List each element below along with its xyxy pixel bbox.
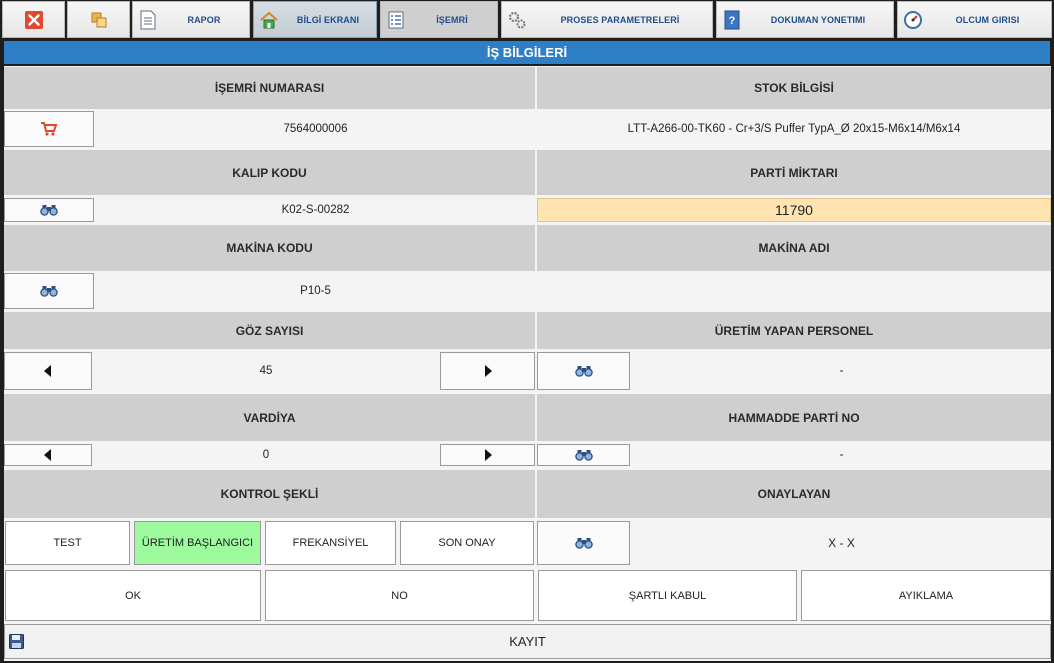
work-order-label: İŞEMRİ [436,14,468,25]
machine-name-value [537,273,1051,309]
mold-search-button[interactable] [4,198,94,222]
mold-code-value: K02-S-00282 [96,198,535,222]
machine-code-header: MAKİNA KODU [4,225,535,271]
binoculars-icon [574,450,593,461]
approver-value: X - X [632,521,1051,565]
cavity-increase-button[interactable] [440,352,535,390]
machine-name-header: MAKİNA ADI [537,225,1051,271]
cart-button[interactable] [4,111,94,147]
measurement-entry-label: OLCUM GIRISI [955,14,1020,25]
info-screen-button[interactable]: BİLGİ EKRANI [253,1,377,38]
control-option-test[interactable]: TEST [5,521,130,565]
conditional-accept-button[interactable]: ŞARTLI KABUL [538,570,797,621]
triangle-left-icon [44,365,51,377]
control-option-production-start[interactable]: ÜRETİM BAŞLANGICI [134,521,261,565]
work-order-button[interactable]: İŞEMRİ [380,1,498,38]
home-icon [258,9,280,31]
operator-search-button[interactable] [537,352,630,390]
report-label: RAPOR [187,14,221,25]
operator-header: ÜRETİM YAPAN PERSONEL [537,312,1051,349]
report-button[interactable]: RAPOR [132,1,250,38]
shift-decrease-button[interactable] [4,444,92,466]
save-label: KAYIT [509,634,546,649]
operator-value: - [632,352,1051,390]
machine-code-value: P10-5 [96,273,535,309]
work-order-no-value: 7564000006 [96,111,535,147]
triangle-right-icon [484,449,492,461]
list-icon [385,9,407,31]
shift-header: VARDİYA [4,394,535,441]
page-title: İŞ BİLGİLERİ [4,41,1050,64]
gears-icon [506,9,528,31]
control-type-header: KONTROL ŞEKLİ [4,470,535,518]
sorting-button[interactable]: AYIKLAMA [801,570,1051,621]
process-params-label: PROSES PARAMETRELERİ [560,14,680,25]
cavity-count-header: GÖZ SAYISI [4,312,535,349]
control-option-frequency[interactable]: FREKANSİYEL [265,521,396,565]
mold-code-header: KALIP KODU [4,150,535,195]
cart-icon [41,122,58,136]
triangle-right-icon [484,365,492,377]
control-option-final-approval[interactable]: SON ONAY [400,521,534,565]
close-icon [24,10,43,29]
raw-batch-no-header: HAMMADDE PARTİ NO [537,394,1051,441]
process-params-button[interactable]: PROSES PARAMETRELERİ [501,1,713,38]
binoculars-icon [40,205,58,216]
svg-text:?: ? [729,15,736,27]
help-document-icon: ? [721,9,743,31]
cavity-decrease-button[interactable] [4,352,92,390]
stock-info-value: LTT-A266-00-TK60 - Cr+3/S Puffer TypA_Ø … [537,111,1051,147]
approver-header: ONAYLAYAN [537,470,1051,518]
save-icon [9,634,24,652]
work-order-no-header: İŞEMRİ NUMARASI [4,67,535,109]
raw-batch-search-button[interactable] [537,444,630,466]
close-button[interactable] [2,1,65,38]
doc-management-label: DOKUMAN YONETIMI [770,14,866,25]
doc-management-button[interactable]: ? DOKUMAN YONETIMI [716,1,894,38]
ok-button[interactable]: OK [5,570,261,621]
binoculars-icon [40,286,58,297]
shift-value: 0 [94,444,438,466]
binoculars-icon [574,538,593,549]
copy-button[interactable] [67,1,130,38]
shift-increase-button[interactable] [440,444,535,466]
machine-search-button[interactable] [4,273,94,309]
triangle-left-icon [44,449,51,461]
no-button[interactable]: NO [265,570,534,621]
batch-qty-input[interactable]: 11790 [537,198,1051,222]
measurement-entry-button[interactable]: OLCUM GIRISI [897,1,1052,38]
batch-qty-header: PARTİ MİKTARI [537,150,1051,195]
stock-info-header: STOK BİLGİSİ [537,67,1051,109]
approver-search-button[interactable] [537,521,630,565]
raw-batch-no-value: - [632,444,1051,466]
info-screen-label: BİLGİ EKRANI [296,14,360,25]
gauge-icon [902,9,924,31]
document-icon [137,9,159,31]
save-button[interactable]: KAYIT [4,624,1051,659]
copy-icon [91,12,106,27]
binoculars-icon [574,366,593,377]
cavity-count-value: 45 [94,352,438,390]
